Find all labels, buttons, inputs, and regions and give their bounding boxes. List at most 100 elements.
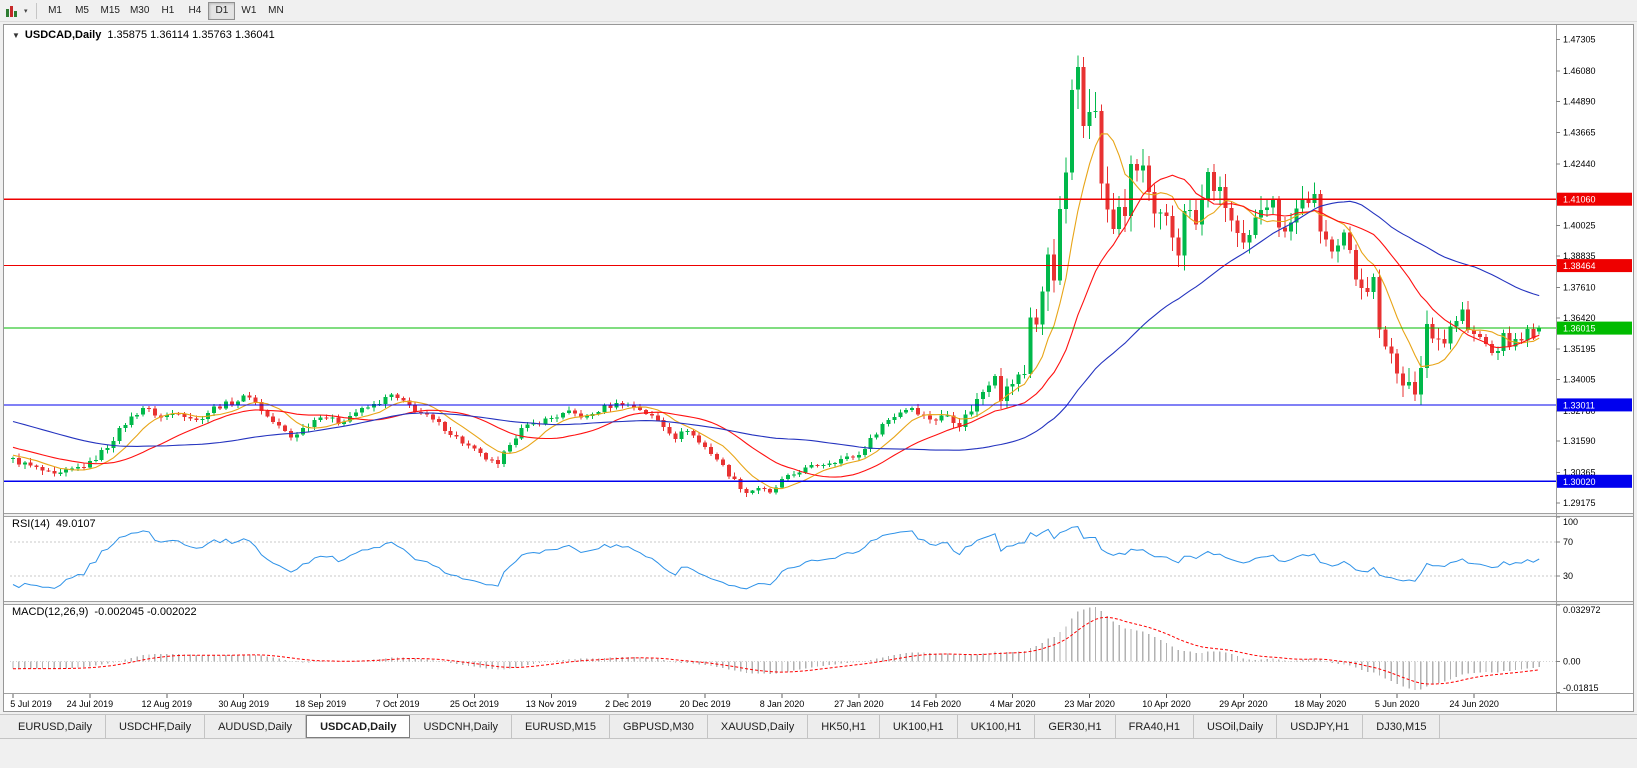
- timeframe-toolbar: ▾ M1 M5 M15 M30 H1 H4 D1 W1 MN: [0, 0, 1637, 22]
- macd-signal-line: [13, 616, 1540, 685]
- svg-text:1.40025: 1.40025: [1563, 221, 1596, 231]
- svg-text:70: 70: [1563, 537, 1573, 547]
- svg-text:1.41060: 1.41060: [1563, 195, 1596, 205]
- tab-fra40-h1[interactable]: FRA40,H1: [1116, 715, 1194, 738]
- chart-ohlc-values: 1.35875 1.36114 1.35763 1.36041: [107, 29, 275, 41]
- tab-gbpusd-m30[interactable]: GBPUSD,M30: [610, 715, 708, 738]
- tab-usdchf-daily[interactable]: USDCHF,Daily: [106, 715, 206, 738]
- svg-text:4 Mar 2020: 4 Mar 2020: [990, 699, 1036, 709]
- tab-usoil-daily[interactable]: USOil,Daily: [1194, 715, 1278, 738]
- timeframe-m15[interactable]: M15: [100, 4, 120, 16]
- tab-hk50-h1[interactable]: HK50,H1: [808, 715, 880, 738]
- price-tag-1.38464: 1.38464: [1557, 259, 1632, 273]
- tab-eurusd-daily[interactable]: EURUSD,Daily: [5, 715, 106, 738]
- svg-text:1.30365: 1.30365: [1563, 468, 1596, 478]
- chart-window: 1.47305 1.46080 1.44890 1.43665 1.42440 1.400…: [3, 24, 1634, 712]
- svg-text:100: 100: [1563, 517, 1578, 527]
- tab-usdcnh-daily[interactable]: USDCNH,Daily: [410, 715, 513, 738]
- date-axis[interactable]: 5 Jul 2019 24 Jul 2019 12 Aug 2019 30 Aug 2…: [10, 694, 1499, 709]
- tab-usdcad-daily[interactable]: USDCAD,Daily: [306, 715, 411, 738]
- ma-slow-line: [12, 200, 1540, 451]
- svg-text:1.47305: 1.47305: [1563, 35, 1596, 45]
- svg-text:13 Nov 2019: 13 Nov 2019: [526, 699, 577, 709]
- svg-text:12 Aug 2019: 12 Aug 2019: [142, 699, 193, 709]
- rsi-indicator-label: RSI(14): [12, 518, 50, 530]
- chart-type-icon[interactable]: [5, 3, 23, 19]
- svg-text:1.36420: 1.36420: [1563, 313, 1596, 323]
- svg-text:18 May 2020: 18 May 2020: [1294, 699, 1346, 709]
- timeframe-m5[interactable]: M5: [75, 4, 89, 16]
- tab-xauusd-daily[interactable]: XAUUSD,Daily: [708, 715, 809, 738]
- symbol-tabbar: EURUSD,Daily USDCHF,Daily AUDUSD,Daily USDC…: [0, 714, 1637, 739]
- svg-text:1.31590: 1.31590: [1563, 436, 1596, 446]
- svg-text:1.37610: 1.37610: [1563, 282, 1596, 292]
- svg-text:1.43665: 1.43665: [1563, 128, 1596, 138]
- svg-text:29 Apr 2020: 29 Apr 2020: [1219, 699, 1268, 709]
- timeframe-buttons: M1 M5 M15 M30 H1 H4 D1 W1 MN: [42, 1, 290, 20]
- svg-text:24 Jun 2020: 24 Jun 2020: [1449, 699, 1499, 709]
- toolbar-separator: [35, 2, 37, 19]
- svg-text:23 Mar 2020: 23 Mar 2020: [1064, 699, 1115, 709]
- ma-mid-line: [12, 174, 1540, 478]
- svg-text:1.46080: 1.46080: [1563, 66, 1596, 76]
- macd-indicator-label: MACD(12,26,9): [12, 606, 89, 618]
- svg-text:24 Jul 2019: 24 Jul 2019: [67, 699, 114, 709]
- tab-uk100-h1[interactable]: UK100,H1: [958, 715, 1036, 738]
- svg-text:1.30020: 1.30020: [1563, 477, 1596, 487]
- tab-audusd-daily[interactable]: AUDUSD,Daily: [205, 715, 307, 738]
- svg-text:1.29175: 1.29175: [1563, 498, 1596, 508]
- timeframe-h4[interactable]: H4: [188, 4, 202, 16]
- chart-canvas[interactable]: 1.47305 1.46080 1.44890 1.43665 1.42440 1.400…: [4, 25, 1633, 711]
- svg-text:18 Sep 2019: 18 Sep 2019: [295, 699, 346, 709]
- price-tag-1.30020: 1.30020: [1557, 474, 1632, 488]
- timeframe-mn[interactable]: MN: [268, 4, 284, 16]
- svg-text:1.36015: 1.36015: [1563, 324, 1596, 334]
- svg-text:30: 30: [1563, 571, 1573, 581]
- price-tag-1.33011: 1.33011: [1557, 398, 1632, 412]
- tab-ger30-h1[interactable]: GER30,H1: [1035, 715, 1116, 738]
- svg-text:2 Dec 2019: 2 Dec 2019: [605, 699, 651, 709]
- svg-text:1.38464: 1.38464: [1563, 261, 1596, 271]
- svg-text:-0.01815: -0.01815: [1563, 683, 1599, 693]
- svg-text:1.33011: 1.33011: [1563, 400, 1595, 410]
- tab-usdjpy-h1[interactable]: USDJPY,H1: [1277, 715, 1364, 738]
- chart-ohlc-header: ▼ USDCAD,Daily 1.35875 1.36114 1.35763 1.3…: [12, 29, 275, 41]
- svg-text:7 Oct 2019: 7 Oct 2019: [375, 699, 419, 709]
- svg-text:1.35195: 1.35195: [1563, 344, 1596, 354]
- svg-text:1.38835: 1.38835: [1563, 251, 1596, 261]
- timeframe-w1[interactable]: W1: [241, 4, 257, 16]
- svg-text:10 Apr 2020: 10 Apr 2020: [1142, 699, 1191, 709]
- svg-text:1.42440: 1.42440: [1563, 159, 1596, 169]
- svg-text:5 Jul 2019: 5 Jul 2019: [10, 699, 52, 709]
- chart-dropdown-icon[interactable]: ▼: [12, 31, 20, 40]
- tab-eurusd-m15[interactable]: EURUSD,M15: [512, 715, 610, 738]
- svg-text:1.34005: 1.34005: [1563, 374, 1596, 384]
- chart-type-dropdown-icon[interactable]: ▾: [24, 7, 28, 15]
- macd-header: MACD(12,26,9) -0.002045 -0.002022: [12, 606, 197, 618]
- svg-text:30 Aug 2019: 30 Aug 2019: [218, 699, 269, 709]
- timeframe-m30[interactable]: M30: [129, 4, 150, 16]
- price-axis[interactable]: 1.47305 1.46080 1.44890 1.43665 1.42440 1.400…: [1556, 35, 1596, 508]
- svg-text:8 Jan 2020: 8 Jan 2020: [760, 699, 805, 709]
- timeframe-m1[interactable]: M1: [48, 4, 62, 16]
- chart-symbol-label: USDCAD,Daily: [24, 29, 102, 41]
- rsi-header: RSI(14) 49.0107: [12, 518, 96, 530]
- svg-text:25 Oct 2019: 25 Oct 2019: [450, 699, 499, 709]
- tab-dj30-m15[interactable]: DJ30,M15: [1363, 715, 1441, 738]
- timeframe-h1[interactable]: H1: [161, 4, 175, 16]
- svg-text:14 Feb 2020: 14 Feb 2020: [911, 699, 962, 709]
- macd-values: -0.002045 -0.002022: [94, 606, 197, 618]
- tab-uk100-h1[interactable]: UK100,H1: [880, 715, 958, 738]
- svg-text:5 Jun 2020: 5 Jun 2020: [1375, 699, 1420, 709]
- price-tag-1.36015: 1.36015: [1557, 321, 1632, 335]
- price-tag-1.41060: 1.41060: [1557, 192, 1632, 206]
- svg-text:20 Dec 2019: 20 Dec 2019: [680, 699, 731, 709]
- svg-text:0.032972: 0.032972: [1563, 605, 1601, 615]
- svg-text:27 Jan 2020: 27 Jan 2020: [834, 699, 884, 709]
- rsi-line: [12, 526, 1540, 590]
- svg-text:0.00: 0.00: [1563, 656, 1581, 666]
- svg-text:1.44890: 1.44890: [1563, 96, 1596, 106]
- ma-fast-line: [12, 133, 1540, 490]
- timeframe-d1[interactable]: D1: [208, 1, 236, 20]
